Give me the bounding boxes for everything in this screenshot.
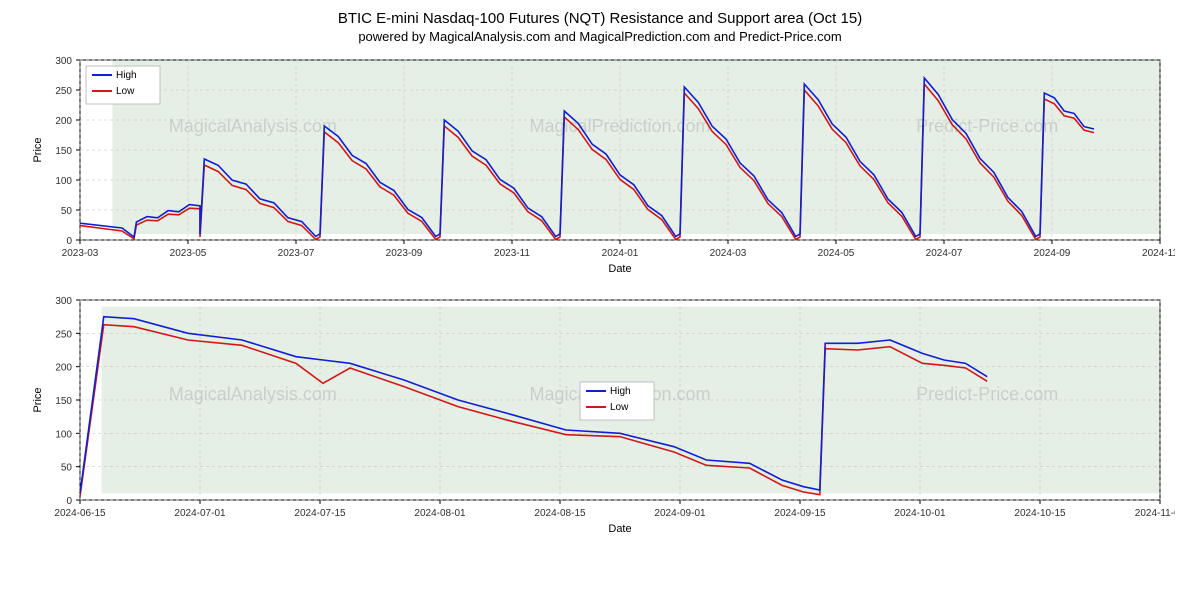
svg-text:100: 100 (55, 176, 72, 187)
svg-text:2024-09-01: 2024-09-01 (654, 508, 706, 519)
page-title: BTIC E-mini Nasdaq-100 Futures (NQT) Res… (10, 10, 1190, 27)
svg-text:Price: Price (32, 387, 44, 412)
svg-text:2024-05: 2024-05 (818, 248, 855, 259)
page-subtitle: powered by MagicalAnalysis.com and Magic… (10, 29, 1190, 44)
svg-text:Predict-Price.com: Predict-Price.com (916, 116, 1058, 136)
top-chart-svg: 0 50 100 150 200 250 300 2023-03 2023-05 2023-07 2… (25, 52, 1175, 282)
svg-text:2024-06-15: 2024-06-15 (54, 508, 106, 519)
svg-text:200: 200 (55, 116, 72, 127)
svg-text:Predict-Price.com: Predict-Price.com (916, 384, 1058, 404)
svg-text:Low: Low (610, 402, 629, 413)
svg-text:150: 150 (55, 396, 72, 407)
svg-text:Date: Date (608, 263, 631, 275)
svg-text:0: 0 (66, 496, 72, 507)
svg-text:2023-07: 2023-07 (278, 248, 315, 259)
svg-text:Price: Price (32, 137, 44, 162)
svg-text:300: 300 (55, 296, 72, 307)
svg-text:250: 250 (55, 329, 72, 340)
svg-text:2024-08-01: 2024-08-01 (414, 508, 466, 519)
svg-text:2024-11: 2024-11 (1142, 248, 1175, 259)
svg-text:2024-01: 2024-01 (602, 248, 639, 259)
svg-text:Date: Date (608, 523, 631, 535)
svg-text:150: 150 (55, 146, 72, 157)
svg-text:250: 250 (55, 86, 72, 97)
svg-text:MagicalAnalysis.com: MagicalAnalysis.com (169, 116, 337, 136)
svg-text:0: 0 (66, 236, 72, 247)
svg-text:2024-10-15: 2024-10-15 (1014, 508, 1066, 519)
svg-text:2024-07: 2024-07 (926, 248, 963, 259)
svg-text:2024-08-15: 2024-08-15 (534, 508, 586, 519)
svg-text:2024-11-01: 2024-11-01 (1135, 508, 1175, 519)
svg-text:2023-05: 2023-05 (170, 248, 207, 259)
svg-text:Low: Low (116, 86, 135, 97)
bottom-chart: 0 50 100 150 200 250 300 2024-06-15 2024-07-01 20… (25, 292, 1175, 542)
svg-text:100: 100 (55, 429, 72, 440)
svg-text:2023-11: 2023-11 (494, 248, 530, 259)
svg-text:2024-10-01: 2024-10-01 (894, 508, 946, 519)
svg-text:2024-03: 2024-03 (710, 248, 747, 259)
svg-text:MagicalAnalysis.com: MagicalAnalysis.com (169, 384, 337, 404)
svg-text:200: 200 (55, 363, 72, 374)
svg-text:High: High (610, 386, 631, 397)
svg-text:300: 300 (55, 56, 72, 67)
svg-text:50: 50 (61, 206, 73, 217)
svg-text:2023-09: 2023-09 (386, 248, 423, 259)
bottom-chart-svg: 0 50 100 150 200 250 300 2024-06-15 2024-07-01 20… (25, 292, 1175, 542)
svg-text:2024-09-15: 2024-09-15 (774, 508, 826, 519)
svg-text:2024-07-15: 2024-07-15 (294, 508, 346, 519)
top-chart: 0 50 100 150 200 250 300 2023-03 2023-05 2023-07 2… (25, 52, 1175, 282)
svg-text:50: 50 (61, 463, 73, 474)
svg-text:2024-07-01: 2024-07-01 (174, 508, 226, 519)
svg-text:High: High (116, 70, 137, 81)
svg-text:2024-09: 2024-09 (1034, 248, 1071, 259)
svg-text:2023-03: 2023-03 (62, 248, 99, 259)
